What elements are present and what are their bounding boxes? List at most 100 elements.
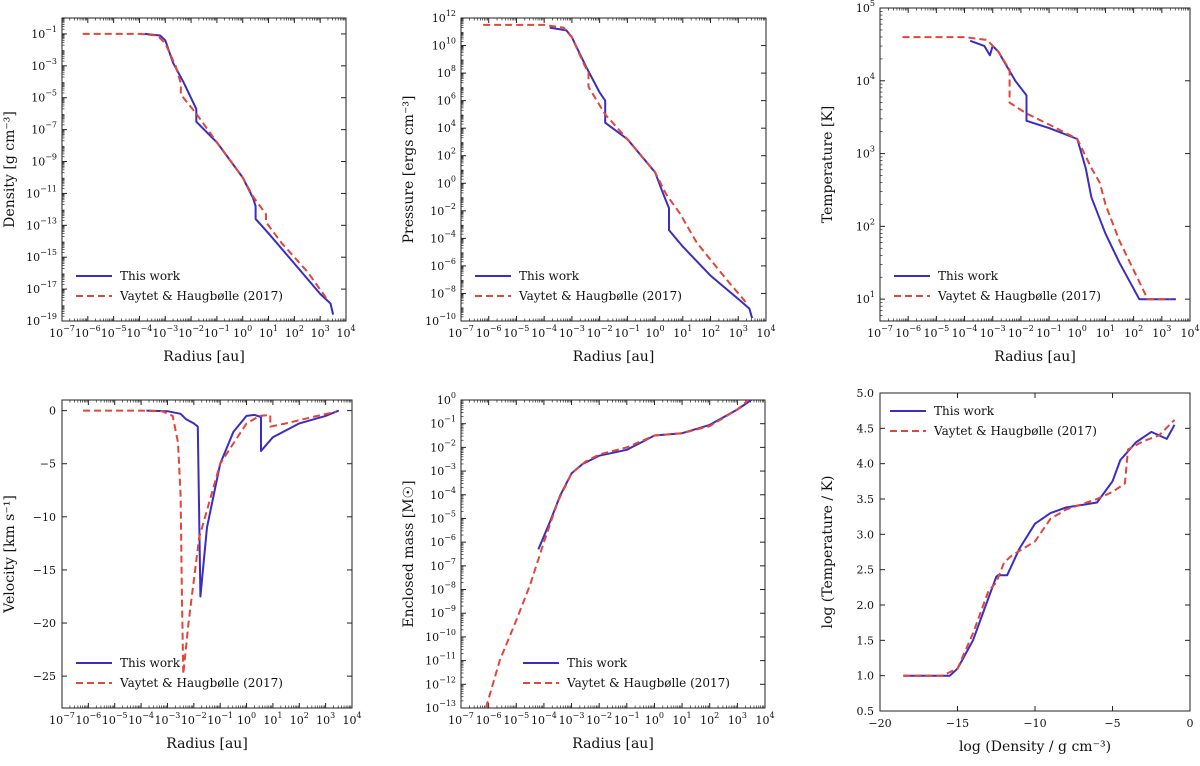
y-tick-label: 108 (437, 64, 456, 80)
x-tick-label: 10−3 (559, 324, 585, 340)
y-tick-label: 10−8 (430, 284, 456, 300)
x-tick-label: 10−4 (127, 324, 153, 340)
x-tick-label: 101 (259, 324, 278, 340)
plot-frame (61, 17, 347, 322)
x-tick-label: 10−2 (181, 711, 207, 727)
y-tick-label: 10−9 (430, 604, 456, 620)
panel-density: 10−7 10−6 10−5 10−4 10−3 10−2 10−1 100 101 102 103… (2, 17, 356, 365)
y-tick-label: 102 (437, 147, 456, 163)
y-tick-label: 106 (437, 92, 456, 108)
legend-label-this-work: This work (120, 269, 181, 283)
x-axis-label: Radius [au] (573, 349, 655, 365)
y-axis-label: Velocity [km s⁻¹] (2, 495, 18, 614)
x-tick-label: 10−6 (476, 324, 502, 340)
x-tick-label: 100 (233, 324, 252, 340)
y-tick-label: 5.0 (857, 387, 875, 400)
x-tick-label: 102 (700, 711, 719, 727)
y-tick-label: 1010 (432, 37, 456, 53)
legend-label-this-work: This work (938, 269, 999, 283)
y-tick-label: 10−17 (26, 280, 57, 296)
legend-label-vaytet: Vaytet & Haugbølle (2017) (933, 424, 1097, 438)
x-axis-label: Radius [au] (572, 736, 654, 752)
y-tick-label: 101 (856, 290, 875, 306)
series-group (83, 409, 340, 675)
y-tick-label: 10−6 (430, 257, 456, 273)
series-line-vaytet-haugbolle (903, 419, 1176, 677)
y-tick-label: 10−4 (430, 229, 456, 245)
x-tick-label: 104 (342, 711, 361, 727)
x-tick-label: 104 (1180, 324, 1199, 340)
x-tick-label: 10−5 (503, 711, 529, 727)
legend-label-vaytet: Vaytet & Haugbølle (2017) (566, 676, 730, 690)
series-group (484, 400, 752, 708)
y-tick-label: 10−7 (31, 121, 57, 137)
x-tick-label: 10−3 (980, 324, 1006, 340)
x-tick-label: 10−7 (49, 324, 75, 340)
y-tick-label: 10−11 (26, 184, 57, 200)
series-line-vaytet-haugbolle (82, 32, 329, 301)
x-tick-label: 10−2 (586, 711, 612, 727)
y-tick-label: 10−6 (430, 533, 456, 549)
x-axis-label: Radius [au] (994, 349, 1076, 365)
x-tick-label: 10−2 (178, 324, 204, 340)
plot-frame (460, 17, 767, 322)
x-tick-label: 101 (1096, 324, 1115, 340)
y-tick-label: 10−3 (430, 462, 456, 478)
y-tick-label: 10−10 (425, 312, 456, 328)
x-tick-label: 10−7 (448, 711, 474, 727)
x-tick-label: −5 (1104, 717, 1120, 730)
legend: This work Vaytet & Haugbølle (2017) (894, 269, 1101, 303)
y-axis-label: Density [g cm⁻³] (2, 111, 18, 228)
x-tick-label: 10−7 (867, 324, 893, 340)
x-tick-label: 101 (673, 324, 692, 340)
x-tick-label: 10−4 (952, 324, 978, 340)
y-tick-label: 104 (856, 72, 875, 88)
panel-enclosed-mass: 10−7 10−6 10−5 10−4 10−3 10−2 10−1 100 101 102 103… (401, 391, 775, 752)
plot-frame (61, 399, 353, 709)
x-tick-label: 10−5 (504, 324, 530, 340)
x-tick-label: 100 (645, 711, 664, 727)
y-tick-label: −15 (33, 564, 56, 577)
x-tick-label: 10−4 (531, 324, 557, 340)
y-tick-label: 10−3 (31, 57, 57, 73)
x-tick-label: 10−5 (923, 324, 949, 340)
series-group (82, 32, 335, 315)
x-tick-label: 10−2 (587, 324, 613, 340)
x-tick-label: 103 (728, 711, 747, 727)
x-axis-label: Radius [au] (163, 349, 245, 365)
x-tick-label: 100 (646, 324, 665, 340)
x-axis-label: Radius [au] (166, 736, 248, 752)
y-tick-label: 100 (437, 391, 456, 407)
x-tick-label: 10−6 (75, 711, 101, 727)
x-tick-label: 102 (290, 711, 309, 727)
y-tick-label: 2.0 (857, 599, 875, 612)
legend-label-vaytet: Vaytet & Haugbølle (2017) (119, 289, 283, 303)
x-tick-label: 10−4 (128, 711, 154, 727)
legend-label-this-work: This work (567, 656, 628, 670)
legend: This work Vaytet & Haugbølle (2017) (475, 269, 682, 303)
x-tick-label: 101 (263, 711, 282, 727)
y-tick-label: 102 (856, 217, 875, 233)
y-tick-label: 1.0 (857, 670, 875, 683)
x-tick-label: 100 (1068, 324, 1087, 340)
x-tick-label: 10−1 (614, 324, 640, 340)
y-tick-label: 103 (856, 145, 875, 161)
legend: This work Vaytet & Haugbølle (2017) (523, 656, 730, 690)
series-line-this-work (146, 409, 340, 598)
x-tick-label: 101 (673, 711, 692, 727)
x-tick-label: 10−5 (101, 324, 127, 340)
y-tick-label: 10−10 (425, 628, 456, 644)
y-tick-label: 10−2 (430, 202, 456, 218)
x-tick-label: 10−4 (531, 711, 557, 727)
series-group (902, 36, 1176, 301)
x-tick-label: 0 (1187, 717, 1194, 730)
y-tick-label: 10−5 (430, 509, 456, 525)
y-tick-label: 4.0 (857, 458, 875, 471)
x-tick-label: 10−6 (75, 324, 101, 340)
x-tick-label: 10−7 (448, 324, 474, 340)
y-tick-label: 4.5 (857, 422, 875, 435)
x-tick-label: −15 (946, 717, 969, 730)
x-tick-label: 10−5 (102, 711, 128, 727)
x-tick-label: 10−1 (614, 711, 640, 727)
